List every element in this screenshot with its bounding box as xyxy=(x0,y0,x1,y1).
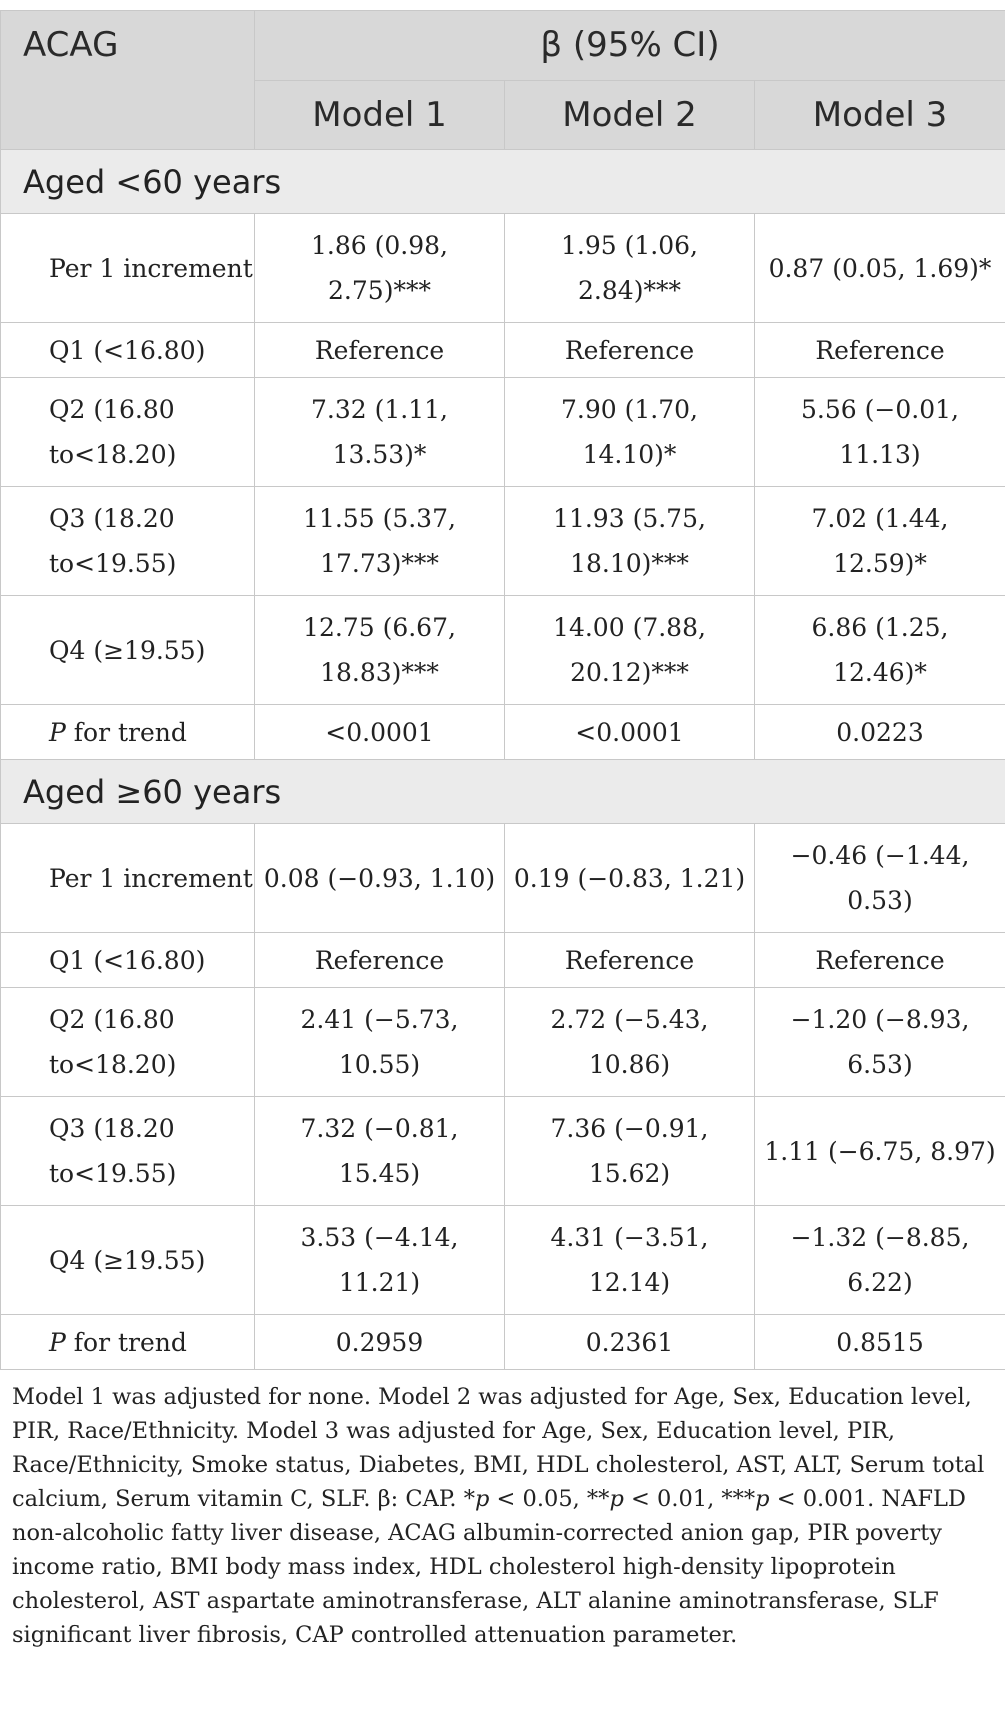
footnote-text: < 0.05, ** xyxy=(489,1486,610,1512)
cell-value: 6.86 (1.25, 12.46)* xyxy=(754,595,1005,705)
section-title: Aged <60 years xyxy=(0,149,1005,214)
cell-value: −0.46 (−1.44, 0.53) xyxy=(754,823,1005,933)
table-row: Per 1 increment 0.08 (−0.93, 1.10) 0.19 … xyxy=(0,823,1005,933)
cell-value: 12.75 (6.67, 18.83)*** xyxy=(254,595,505,705)
cell-value: Reference xyxy=(254,322,505,378)
footnote-text: Model 1 was adjusted for none. Model 2 w… xyxy=(12,1384,985,1512)
cell-value: −1.32 (−8.85, 6.22) xyxy=(754,1205,1005,1315)
model-2-header: Model 2 xyxy=(504,79,755,150)
cell-value: Reference xyxy=(754,932,1005,988)
cell-value: 1.86 (0.98, 2.75)*** xyxy=(254,213,505,323)
cell-value: 0.08 (−0.93, 1.10) xyxy=(254,823,505,933)
p-italic: P xyxy=(49,717,66,747)
cell-value: −1.20 (−8.93, 6.53) xyxy=(754,987,1005,1097)
footnote-p: p xyxy=(609,1486,624,1512)
footnote-p: p xyxy=(755,1486,770,1512)
for-trend-text: for trend xyxy=(65,1327,187,1357)
table-row: Per 1 increment 1.86 (0.98, 2.75)*** 1.9… xyxy=(0,213,1005,323)
table-row: Q2 (16.80 to<18.20) 2.41 (−5.73, 10.55) … xyxy=(0,987,1005,1097)
cell-value: 1.11 (−6.75, 8.97) xyxy=(754,1096,1005,1206)
table-row: Q1 (<16.80) Reference Reference Referenc… xyxy=(0,932,1005,988)
row-label: Q1 (<16.80) xyxy=(0,932,255,988)
cell-value: <0.0001 xyxy=(504,704,755,760)
row-label: P for trend xyxy=(0,704,255,760)
row-label: Per 1 increment xyxy=(0,213,255,323)
cell-value: 11.55 (5.37, 17.73)*** xyxy=(254,486,505,596)
cell-value: 1.95 (1.06, 2.84)*** xyxy=(504,213,755,323)
cell-value: 7.32 (−0.81, 15.45) xyxy=(254,1096,505,1206)
footnote-p: p xyxy=(474,1486,490,1512)
for-trend-text: for trend xyxy=(65,717,187,747)
cell-value: 4.31 (−3.51, 12.14) xyxy=(504,1205,755,1315)
row-label: Q2 (16.80 to<18.20) xyxy=(0,377,255,487)
cell-value: 0.87 (0.05, 1.69)* xyxy=(754,213,1005,323)
cell-value: 0.2959 xyxy=(254,1314,505,1370)
model-1-header: Model 1 xyxy=(254,79,505,150)
p-italic: P xyxy=(49,1327,66,1357)
table-row: Q2 (16.80 to<18.20) 7.32 (1.11, 13.53)* … xyxy=(0,377,1005,487)
section-title: Aged ≥60 years xyxy=(0,759,1005,824)
cell-value: 2.72 (−5.43, 10.86) xyxy=(504,987,755,1097)
acag-header: ACAG xyxy=(0,10,255,150)
table-footnote: Model 1 was adjusted for none. Model 2 w… xyxy=(0,1370,1005,1652)
cell-value: 7.32 (1.11, 13.53)* xyxy=(254,377,505,487)
cell-value: 7.36 (−0.91, 15.62) xyxy=(504,1096,755,1206)
cell-value: 14.00 (7.88, 20.12)*** xyxy=(504,595,755,705)
table-row: Q3 (18.20 to<19.55) 7.32 (−0.81, 15.45) … xyxy=(0,1096,1005,1206)
cell-value: 5.56 (−0.01, 11.13) xyxy=(754,377,1005,487)
footnote-text: < 0.001. NAFLD non-alcoholic fatty liver… xyxy=(12,1486,966,1648)
table-row: Q1 (<16.80) Reference Reference Referenc… xyxy=(0,322,1005,378)
cell-value: 7.02 (1.44, 12.59)* xyxy=(754,486,1005,596)
results-table-container: ACAG β (95% CI) Model 1 Model 2 Model 3 … xyxy=(0,10,1005,1652)
cell-value: 0.8515 xyxy=(754,1314,1005,1370)
row-label: Per 1 increment xyxy=(0,823,255,933)
cell-value: Reference xyxy=(754,322,1005,378)
table-row: Q4 (≥19.55) 3.53 (−4.14, 11.21) 4.31 (−3… xyxy=(0,1205,1005,1315)
cell-value: 3.53 (−4.14, 11.21) xyxy=(254,1205,505,1315)
cell-value: Reference xyxy=(504,932,755,988)
row-label: Q4 (≥19.55) xyxy=(0,1205,255,1315)
beta-ci-header: β (95% CI) xyxy=(254,10,1005,81)
row-label: Q2 (16.80 to<18.20) xyxy=(0,987,255,1097)
cell-value: 0.19 (−0.83, 1.21) xyxy=(504,823,755,933)
cell-value: 7.90 (1.70, 14.10)* xyxy=(504,377,755,487)
cell-value: 0.0223 xyxy=(754,704,1005,760)
table-row: P for trend 0.2959 0.2361 0.8515 xyxy=(0,1314,1005,1370)
results-table: ACAG β (95% CI) Model 1 Model 2 Model 3 … xyxy=(0,10,1005,1370)
row-label: P for trend xyxy=(0,1314,255,1370)
footnote-text: < 0.01, *** xyxy=(623,1486,756,1512)
cell-value: <0.0001 xyxy=(254,704,505,760)
table-row: Q4 (≥19.55) 12.75 (6.67, 18.83)*** 14.00… xyxy=(0,595,1005,705)
model-3-header: Model 3 xyxy=(754,79,1005,150)
table-row: P for trend <0.0001 <0.0001 0.0223 xyxy=(0,704,1005,760)
cell-value: 0.2361 xyxy=(504,1314,755,1370)
cell-value: 2.41 (−5.73, 10.55) xyxy=(254,987,505,1097)
cell-value: Reference xyxy=(504,322,755,378)
cell-value: Reference xyxy=(254,932,505,988)
row-label: Q4 (≥19.55) xyxy=(0,595,255,705)
cell-value: 11.93 (5.75, 18.10)*** xyxy=(504,486,755,596)
row-label: Q3 (18.20 to<19.55) xyxy=(0,1096,255,1206)
table-row: Q3 (18.20 to<19.55) 11.55 (5.37, 17.73)*… xyxy=(0,486,1005,596)
row-label: Q1 (<16.80) xyxy=(0,322,255,378)
row-label: Q3 (18.20 to<19.55) xyxy=(0,486,255,596)
